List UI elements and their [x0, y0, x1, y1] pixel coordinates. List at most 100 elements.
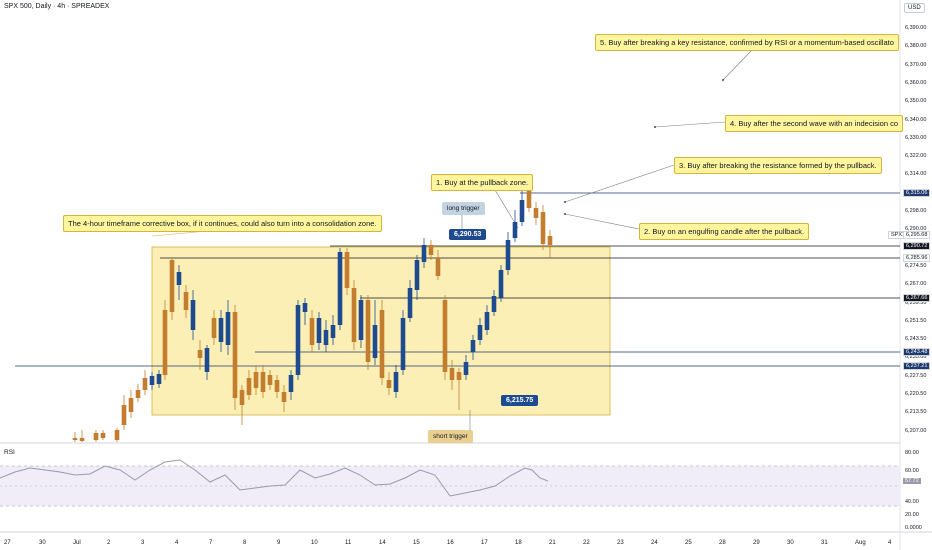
candle-body-26	[267, 375, 273, 385]
candle-body-22	[239, 390, 245, 405]
candle-body-65	[540, 212, 546, 244]
annotation-box[interactable]: The 4-hour timeframe corrective box, if …	[63, 215, 382, 232]
dot-3	[564, 201, 566, 203]
pointer-3	[564, 164, 675, 203]
candle-body-12	[169, 260, 175, 312]
time-tick: 14	[379, 540, 386, 546]
candle-body-38	[351, 288, 357, 342]
price-badge: 6,267.66	[903, 294, 931, 302]
candle-body-28	[281, 392, 287, 402]
time-tick: 30	[39, 540, 46, 546]
candle-body-27	[274, 380, 280, 392]
annotation-5[interactable]: 5. Buy after breaking a key resistance, …	[595, 34, 899, 51]
chart-title: SPX 500, Daily · 4h · SPREADEX	[4, 3, 110, 10]
time-tick: 9	[277, 540, 281, 546]
candle-body-39	[358, 300, 364, 340]
candle-body-10	[156, 374, 162, 384]
candle-body-5	[121, 405, 127, 425]
time-tick: Jul	[73, 540, 81, 546]
candle-body-37	[344, 252, 350, 288]
time-tick: 18	[515, 540, 522, 546]
candle-body-33	[316, 318, 322, 343]
rsi-value-badge: 57.72	[903, 478, 921, 484]
candle-body-51	[442, 300, 448, 372]
candle-body-55	[470, 340, 476, 352]
price-tick: 6,390.00	[905, 25, 927, 31]
price-badge: 6,237.21	[903, 362, 931, 370]
candle-body-52	[449, 368, 455, 380]
candle-body-3	[100, 433, 106, 438]
candle-body-29	[288, 375, 294, 392]
price-tick: 6,340.00	[905, 116, 927, 123]
rsi-label: RSI	[4, 449, 15, 456]
candle-body-2	[93, 433, 99, 440]
candle-body-6	[128, 398, 134, 412]
pointer-5	[722, 46, 756, 81]
candle-body-40	[365, 300, 371, 362]
price-tick: 6,243.50	[905, 336, 927, 343]
candle-body-50	[435, 258, 441, 276]
price-tick: 6,290.00	[905, 226, 927, 233]
long-level-label[interactable]: 6,290.53	[449, 229, 487, 240]
candle-body-11	[162, 310, 168, 375]
price-tick: 6,207.00	[905, 427, 927, 434]
candle-body-59	[498, 270, 504, 298]
annotation-4[interactable]: 4. Buy after the second wave with an ind…	[725, 115, 904, 132]
candle-body-14	[183, 292, 189, 310]
time-tick: 22	[583, 540, 590, 546]
long-trigger-label[interactable]: long trigger	[442, 202, 485, 215]
candle-body-9	[149, 376, 155, 385]
short-trigger-label[interactable]: short trigger	[428, 430, 473, 443]
candle-body-15	[190, 300, 196, 330]
candle-body-63	[526, 188, 532, 208]
price-tick: 6,370.00	[905, 61, 927, 68]
candle-body-24	[253, 372, 259, 388]
candle-body-35	[330, 325, 336, 338]
currency-button[interactable]: USD	[904, 3, 925, 13]
candle-body-21	[232, 312, 238, 398]
time-tick: 3	[141, 540, 145, 546]
candle-body-57	[484, 312, 490, 330]
candle-body-49	[428, 245, 434, 255]
pointer-2	[564, 213, 640, 230]
short-level-label[interactable]: 6,215.75	[501, 395, 539, 406]
time-tick: 28	[719, 540, 726, 546]
candle-body-34	[323, 330, 329, 345]
price-tick: 6,220.50	[905, 391, 927, 397]
time-tick: 15	[413, 540, 420, 546]
dot-4	[654, 126, 656, 128]
candle-body-31	[302, 303, 308, 312]
time-tick: 4	[888, 540, 892, 546]
candle-body-20	[225, 312, 231, 345]
price-badge: 6,315.06	[903, 189, 931, 197]
annotation-2[interactable]: 2. Buy on an engulfing candle after the …	[639, 223, 810, 240]
price-badge: 6,243.48	[903, 348, 931, 356]
candle-body-41	[372, 325, 378, 358]
price-badge: 6,285.96	[903, 254, 931, 262]
price-tick: 6,235.00	[905, 354, 927, 361]
rsi-tick: 80.00	[905, 450, 919, 456]
candle-body-4	[114, 430, 120, 440]
annotation-3[interactable]: 3. Buy after breaking the resistance for…	[674, 157, 882, 174]
annotation-1[interactable]: 1. Buy at the pullback zone.	[431, 174, 534, 191]
candle-body-60	[505, 240, 511, 270]
time-tick: Aug	[855, 540, 866, 546]
candle-body-62	[519, 200, 525, 222]
candle-body-17	[204, 348, 210, 372]
time-tick: 24	[651, 540, 658, 546]
rsi-tick: 0.0000	[905, 525, 922, 531]
time-tick: 2	[107, 540, 111, 546]
time-tick: 10	[311, 540, 318, 546]
pointer-4	[654, 121, 726, 128]
candle-body-56	[477, 325, 483, 340]
rsi-tick: 60.00	[905, 468, 919, 474]
candle-body-23	[246, 378, 252, 395]
candle-body-8	[142, 378, 148, 390]
candle-body-13	[176, 272, 182, 285]
price-tick: 6,330.00	[905, 134, 927, 141]
price-tick: 6,314.00	[905, 171, 927, 178]
candle-body-36	[337, 252, 343, 325]
time-tick: 23	[617, 540, 624, 546]
time-tick: 16	[447, 540, 454, 546]
